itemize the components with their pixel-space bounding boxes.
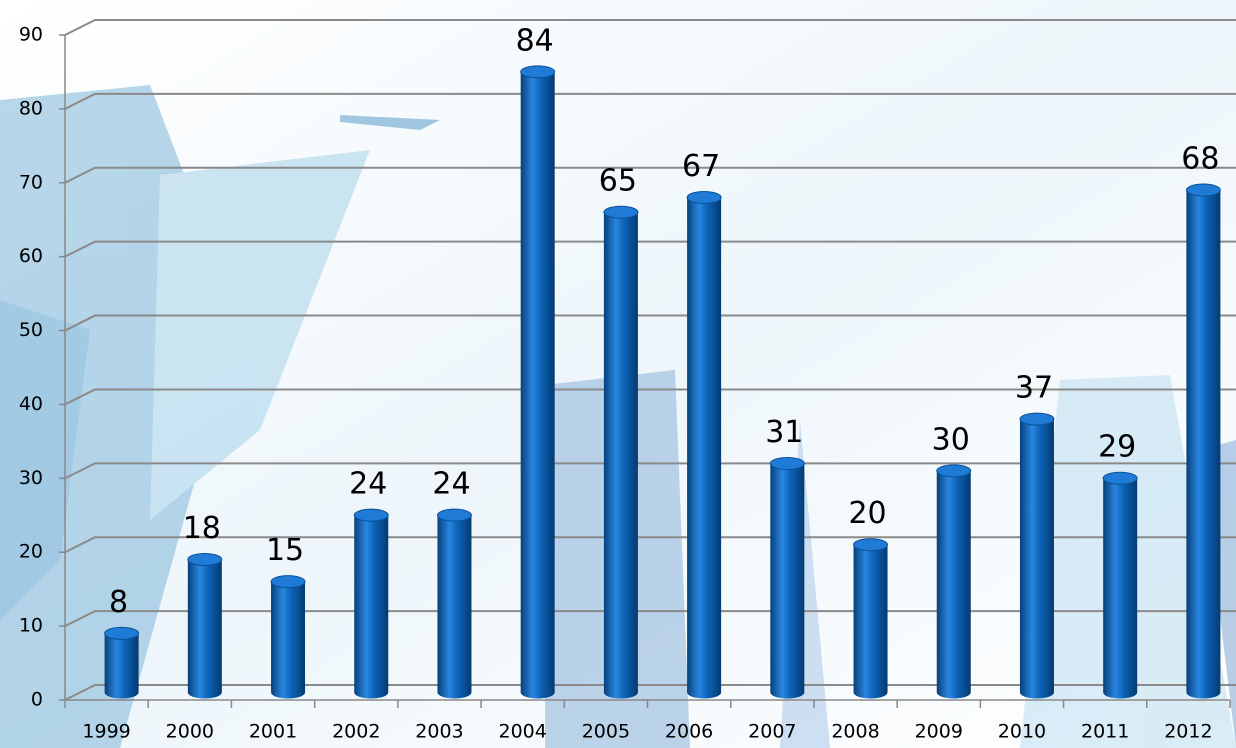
bar-body <box>437 515 472 699</box>
x-tick-label: 1999 <box>82 721 130 743</box>
value-label: 30 <box>932 422 970 457</box>
value-label: 68 <box>1181 142 1219 177</box>
x-tick-label: 2012 <box>1164 721 1212 743</box>
bars: 8 18 15 24 24 84 65 67 31 20 30 37 29 68 <box>104 23 1221 699</box>
bar <box>187 553 223 699</box>
bar-top <box>436 508 472 522</box>
value-label: 29 <box>1098 430 1136 465</box>
bar-body <box>1103 478 1138 699</box>
bar-top <box>104 626 140 640</box>
x-tick-label: 2000 <box>166 721 214 743</box>
x-tick-label: 2004 <box>498 721 546 743</box>
bar <box>936 464 972 699</box>
y-tick-label: 70 <box>19 171 43 193</box>
x-tick-label: 2007 <box>748 721 796 743</box>
bar-body <box>853 544 888 699</box>
bar-top <box>686 190 722 204</box>
grid-line <box>64 166 1236 184</box>
grid-line <box>64 19 1236 36</box>
value-label: 84 <box>516 23 554 58</box>
x-tick-label: 2010 <box>998 721 1046 743</box>
y-tick-label: 50 <box>19 319 43 341</box>
bar-top <box>353 508 389 522</box>
bar-top <box>270 575 306 589</box>
bar <box>1185 183 1221 699</box>
value-label: 8 <box>109 585 128 620</box>
value-label: 67 <box>682 149 720 184</box>
value-label: 20 <box>848 496 886 531</box>
bar-top <box>1019 412 1055 426</box>
grid-line <box>64 240 1236 258</box>
value-label: 37 <box>1015 371 1053 406</box>
bar-body <box>603 212 638 699</box>
x-tick-label: 2003 <box>415 721 463 743</box>
bar <box>1019 412 1055 699</box>
x-tick-label: 2006 <box>665 721 713 743</box>
bar-body <box>770 463 805 699</box>
x-tick-label: 2011 <box>1081 721 1129 743</box>
bar <box>270 575 306 699</box>
grid: 0 10 20 30 40 50 60 70 80 90 1999 2000 2001 2002 2003 2… <box>19 19 1236 743</box>
bar <box>853 538 889 699</box>
bar-body <box>1019 419 1054 699</box>
grid-line <box>64 92 1236 110</box>
bar <box>436 508 472 699</box>
grid-line <box>64 388 1236 406</box>
bar-body <box>520 71 555 699</box>
bar-top <box>1102 471 1138 485</box>
bar-top <box>520 65 556 79</box>
bar-top <box>603 205 639 219</box>
y-tick-label: 80 <box>19 97 43 119</box>
value-label: 24 <box>349 467 387 502</box>
grid-line <box>64 462 1236 480</box>
value-label: 31 <box>765 415 803 450</box>
grid-line <box>64 314 1236 332</box>
value-label: 24 <box>432 467 470 502</box>
bar-body <box>936 470 971 699</box>
grid-line <box>64 536 1236 554</box>
bar-top <box>187 553 223 566</box>
bar-body <box>271 581 306 699</box>
value-label: 18 <box>183 511 221 546</box>
bar <box>520 65 556 699</box>
y-tick-label: 90 <box>19 24 43 46</box>
bar-body <box>187 559 222 699</box>
bar <box>353 508 389 699</box>
bar-body <box>687 197 722 699</box>
value-label: 15 <box>266 533 304 568</box>
bar-body <box>104 633 139 699</box>
x-tick-label: 2002 <box>332 721 380 743</box>
bar-top <box>769 456 805 470</box>
x-tick-label: 2005 <box>582 721 630 743</box>
bar-top <box>853 538 889 552</box>
bar-body <box>1186 190 1221 699</box>
bar-top <box>1185 183 1221 197</box>
bar <box>769 456 805 699</box>
y-tick-label: 40 <box>19 393 43 415</box>
y-tick-label: 0 <box>31 689 43 711</box>
bar-top <box>936 464 972 478</box>
bar-body <box>354 515 389 699</box>
bar <box>104 626 140 699</box>
x-tick-label: 2001 <box>249 721 297 743</box>
x-tick-label: 2008 <box>831 721 879 743</box>
y-tick-label: 60 <box>19 245 43 267</box>
y-tick-label: 30 <box>19 467 43 489</box>
bar <box>1102 471 1138 699</box>
y-tick-label: 10 <box>19 615 43 637</box>
x-tick-label: 2009 <box>915 721 963 743</box>
bar <box>603 205 639 699</box>
value-label: 65 <box>599 164 637 199</box>
bar <box>686 190 722 699</box>
y-tick-label: 20 <box>19 541 43 563</box>
